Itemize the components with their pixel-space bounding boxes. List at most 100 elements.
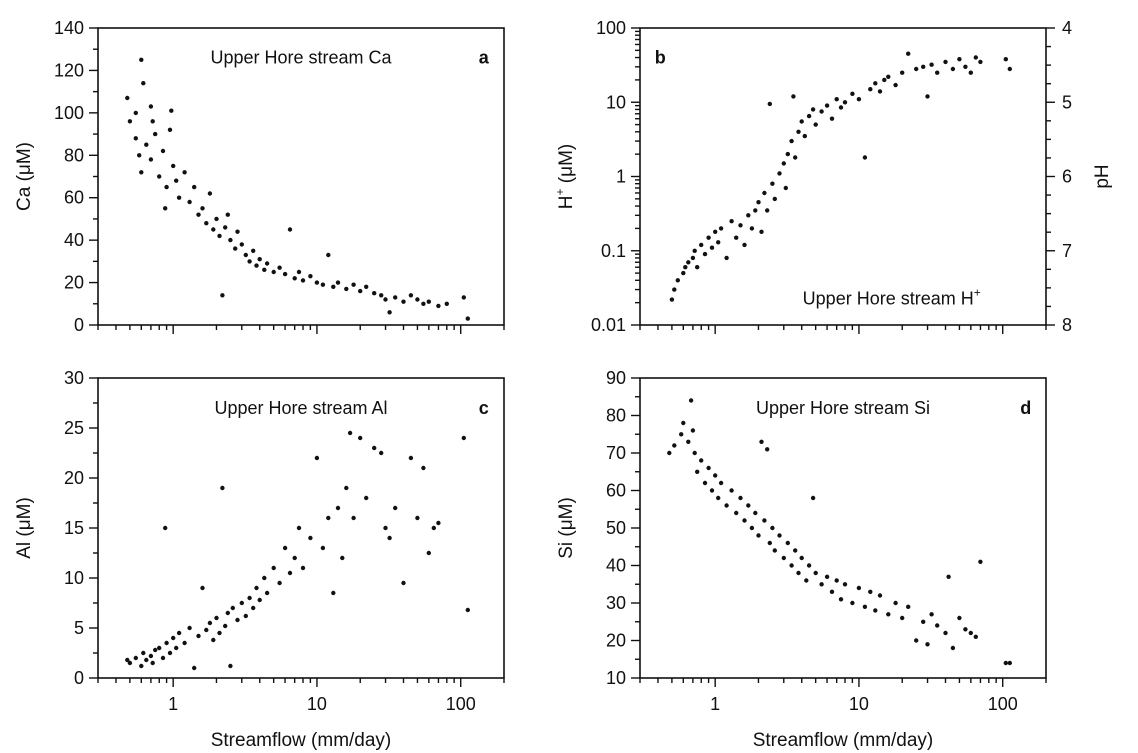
data-point bbox=[914, 638, 919, 643]
panel-c: 1 10 100 0 5 10 15 20 25 30 Al (μM) Streamflow (mm/… bbox=[14, 368, 505, 751]
panel-title: Upper Hore stream H+ bbox=[803, 285, 981, 308]
data-point bbox=[978, 59, 983, 65]
y-tick-label: 0.1 bbox=[601, 241, 626, 261]
data-point bbox=[813, 122, 818, 127]
plot-frame bbox=[639, 377, 1047, 679]
y-tick-label: 70 bbox=[606, 443, 626, 463]
y-axis-title-text: H bbox=[556, 196, 577, 210]
data-point bbox=[228, 237, 233, 243]
data-point bbox=[749, 226, 755, 231]
data-point bbox=[387, 310, 392, 315]
data-point bbox=[351, 282, 356, 287]
data-point bbox=[679, 432, 684, 437]
data-point bbox=[358, 288, 363, 294]
data-point bbox=[978, 559, 983, 564]
data-point bbox=[364, 284, 369, 289]
data-point bbox=[695, 265, 700, 270]
data-point bbox=[957, 615, 962, 621]
data-point bbox=[187, 199, 192, 205]
data-point bbox=[223, 623, 228, 629]
data-point bbox=[271, 565, 276, 571]
data-point bbox=[943, 630, 948, 636]
data-point bbox=[247, 259, 252, 264]
y2-tick-label: 5 bbox=[1062, 92, 1072, 112]
data-point bbox=[756, 200, 761, 205]
data-point bbox=[141, 81, 146, 86]
y-tick-label: 40 bbox=[606, 556, 626, 576]
data-point bbox=[174, 178, 179, 183]
data-point bbox=[762, 190, 767, 196]
data-point bbox=[716, 495, 721, 501]
data-point bbox=[271, 269, 276, 275]
data-point bbox=[690, 255, 696, 261]
data-point bbox=[235, 617, 240, 623]
y-tick-label: 30 bbox=[64, 368, 84, 388]
data-point bbox=[1007, 66, 1012, 72]
data-point bbox=[789, 563, 794, 568]
data-point bbox=[287, 227, 293, 232]
data-point bbox=[254, 263, 259, 268]
x-tick-label: 100 bbox=[988, 694, 1018, 714]
data-point bbox=[690, 428, 696, 433]
data-point bbox=[220, 485, 225, 491]
data-point bbox=[925, 642, 930, 647]
data-point bbox=[160, 148, 166, 154]
data-point bbox=[314, 455, 320, 461]
data-point bbox=[133, 655, 138, 661]
data-point bbox=[372, 445, 377, 451]
data-point bbox=[292, 555, 297, 561]
data-point bbox=[929, 62, 934, 67]
data-point bbox=[906, 51, 911, 56]
data-point bbox=[314, 280, 320, 285]
data-point bbox=[264, 261, 270, 266]
panel-title-superscript: + bbox=[974, 285, 981, 299]
data-point bbox=[300, 278, 306, 283]
data-point bbox=[139, 170, 144, 175]
data-point bbox=[364, 495, 369, 501]
data-point bbox=[729, 219, 734, 224]
data-point bbox=[877, 593, 883, 598]
data-point bbox=[408, 455, 414, 461]
data-point bbox=[436, 303, 441, 309]
data-point bbox=[793, 155, 798, 160]
data-point bbox=[935, 623, 940, 628]
data-point bbox=[973, 55, 978, 60]
data-point bbox=[461, 295, 466, 300]
data-point bbox=[824, 103, 830, 108]
panel-title: Upper Hore stream Al bbox=[214, 398, 387, 418]
panel-title-text: Upper Hore stream Ca bbox=[210, 48, 392, 68]
data-point bbox=[436, 520, 441, 526]
x-tick-label: 1 bbox=[168, 694, 178, 714]
data-point bbox=[393, 505, 398, 511]
data-point bbox=[169, 108, 174, 113]
data-point bbox=[781, 555, 786, 561]
data-point bbox=[921, 64, 926, 70]
data-point bbox=[160, 655, 166, 661]
data-point bbox=[893, 600, 898, 606]
data-point bbox=[415, 297, 420, 302]
data-point bbox=[157, 174, 162, 179]
y-tick-label: 15 bbox=[64, 518, 84, 538]
data-point bbox=[235, 229, 240, 234]
data-point bbox=[718, 480, 724, 486]
data-point bbox=[793, 548, 798, 553]
data-point bbox=[251, 605, 256, 611]
data-point bbox=[282, 545, 288, 551]
data-point bbox=[163, 525, 168, 531]
x-tick-label: 100 bbox=[446, 694, 476, 714]
panel-letter: c bbox=[479, 398, 489, 418]
data-point bbox=[426, 550, 431, 556]
y-tick-label: 80 bbox=[606, 406, 626, 426]
data-point bbox=[765, 447, 770, 452]
data-point bbox=[946, 574, 951, 579]
data-point bbox=[765, 208, 770, 213]
data-point bbox=[127, 119, 133, 124]
data-point bbox=[465, 316, 470, 321]
data-point bbox=[672, 287, 677, 292]
plot-frame bbox=[639, 27, 1047, 326]
data-point bbox=[796, 129, 801, 134]
panel-d: 1 10 100 10 20 30 40 50 60 70 80 90 Si (μM) Streamflo… bbox=[556, 368, 1047, 751]
data-point bbox=[393, 295, 398, 300]
data-point bbox=[262, 267, 267, 272]
data-point bbox=[777, 533, 782, 538]
